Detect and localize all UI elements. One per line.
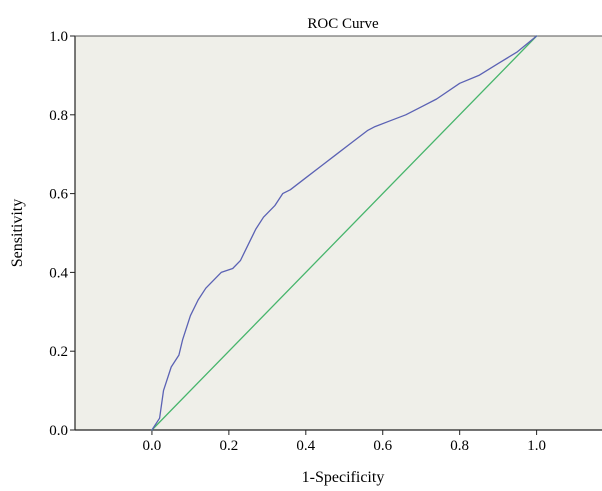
y-tick-label: 0.6: [49, 187, 68, 203]
plot-background: [75, 36, 602, 430]
x-axis-label: 1-Specificity: [302, 469, 385, 486]
y-tick-label: 0.0: [49, 423, 68, 439]
x-tick-label: 0.0: [143, 438, 162, 454]
x-tick-label: 0.8: [450, 438, 469, 454]
reference-line: [151, 35, 538, 431]
roc-curve-line: [151, 35, 538, 431]
x-tick-label: 0.2: [219, 438, 238, 454]
series-layer: [151, 35, 538, 431]
y-axis-label: Sensitivity: [9, 199, 26, 267]
y-tick-label: 0.4: [49, 265, 68, 281]
x-tick-label: 0.6: [373, 438, 392, 454]
ticks-layer: 0.0 0.2 0.4 0.6 0.8 1.0 0.0 0.2 0.4 0.6 0.8 1.0: [49, 29, 546, 454]
y-tick-label: 0.8: [49, 108, 68, 124]
chart-title: ROC Curve: [307, 16, 379, 32]
y-tick-label: 0.2: [49, 344, 68, 360]
x-tick-label: 1.0: [527, 438, 546, 454]
x-tick-label: 0.4: [296, 438, 315, 454]
y-tick-label: 1.0: [49, 29, 68, 45]
